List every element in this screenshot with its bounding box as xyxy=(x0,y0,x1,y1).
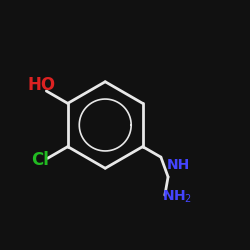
Text: NH: NH xyxy=(166,158,190,172)
Text: NH$_2$: NH$_2$ xyxy=(162,188,192,204)
Text: Cl: Cl xyxy=(32,151,50,169)
Text: HO: HO xyxy=(27,76,56,94)
